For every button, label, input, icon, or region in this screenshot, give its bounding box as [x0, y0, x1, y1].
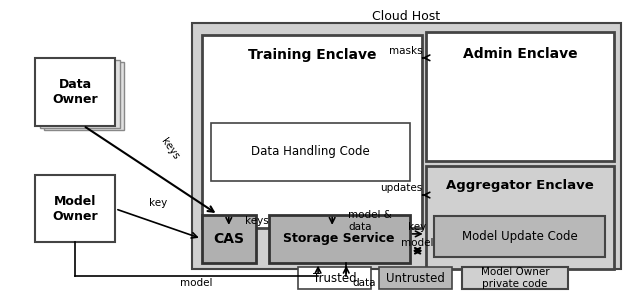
Text: model: model: [180, 278, 213, 288]
Bar: [426, 166, 614, 269]
Bar: [202, 215, 256, 263]
Text: model: model: [401, 239, 434, 248]
Bar: [462, 267, 568, 289]
Bar: [211, 123, 410, 181]
Bar: [192, 23, 621, 269]
Bar: [269, 215, 410, 263]
Text: key: key: [408, 222, 427, 232]
Text: Trusted: Trusted: [312, 272, 356, 285]
Text: keys: keys: [245, 216, 269, 226]
Text: Untrusted: Untrusted: [387, 272, 445, 285]
Text: Data Handling Code: Data Handling Code: [251, 145, 370, 158]
Text: Storage Service: Storage Service: [284, 232, 395, 245]
Text: updates: updates: [380, 183, 422, 193]
Text: Cloud Host: Cloud Host: [372, 10, 440, 22]
Text: Model Owner
private code: Model Owner private code: [481, 267, 549, 289]
Text: Model
Owner: Model Owner: [52, 195, 98, 223]
Text: Model Update Code: Model Update Code: [462, 230, 577, 243]
Bar: [298, 267, 371, 289]
Text: Aggregator Enclave: Aggregator Enclave: [446, 179, 594, 192]
Text: key: key: [149, 198, 168, 208]
Bar: [379, 267, 452, 289]
Bar: [35, 175, 115, 242]
Text: model &
data: model & data: [348, 211, 392, 232]
Text: data: data: [353, 278, 376, 288]
Bar: [434, 216, 605, 257]
Bar: [426, 32, 614, 161]
Text: masks: masks: [388, 46, 422, 55]
Bar: [35, 58, 115, 126]
Bar: [44, 62, 124, 130]
Text: Training Enclave: Training Enclave: [248, 48, 376, 62]
Text: Admin Enclave: Admin Enclave: [463, 47, 577, 61]
Text: CAS: CAS: [213, 232, 244, 246]
Text: keys: keys: [159, 136, 180, 161]
Text: Data
Owner: Data Owner: [52, 78, 98, 106]
Bar: [40, 60, 120, 128]
Bar: [202, 35, 422, 228]
